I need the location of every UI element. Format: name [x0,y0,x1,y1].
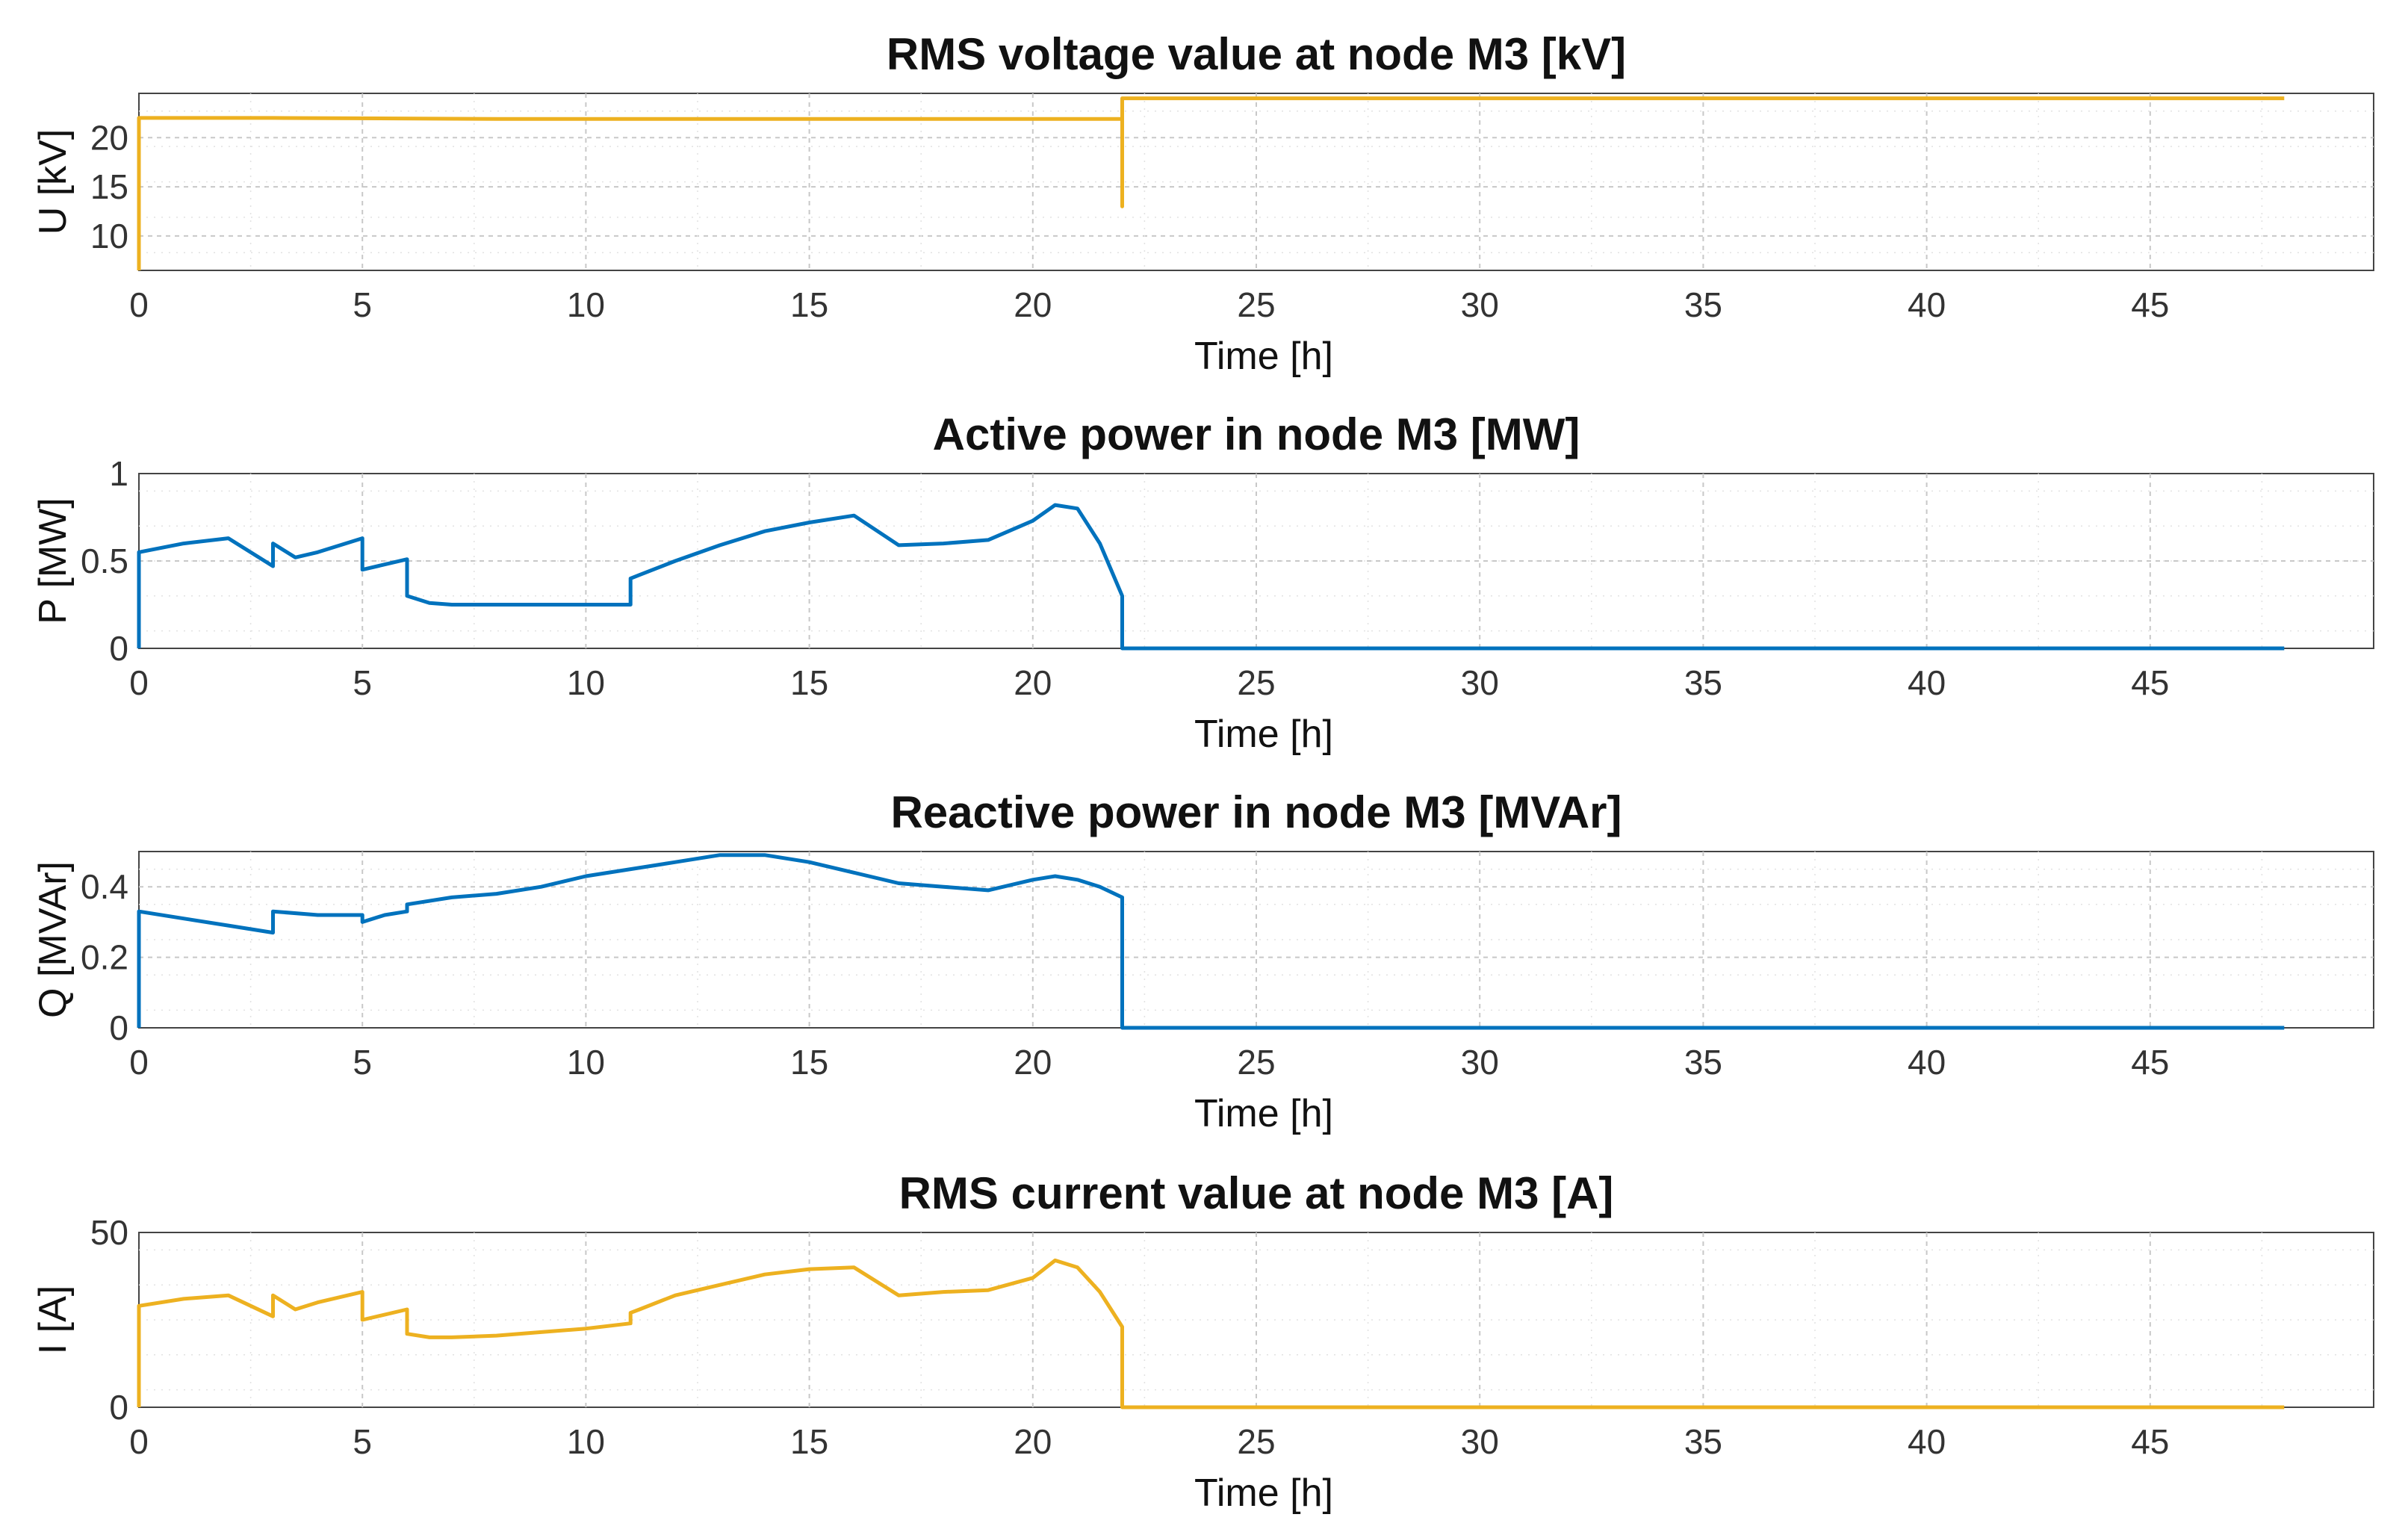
x-tick-label: 10 [567,1422,605,1461]
x-axis-label: Time [h] [1194,713,1333,756]
y-tick-label: 1 [109,454,128,493]
x-tick-label: 0 [129,663,149,702]
y-tick-label: 0.4 [81,867,128,906]
chart-title: RMS current value at node M3 [A] [899,1168,1614,1218]
x-tick-label: 35 [1684,1043,1722,1082]
x-tick-label: 5 [353,1422,372,1461]
x-tick-label: 30 [1461,1043,1499,1082]
chart-title: Reactive power in node M3 [MVAr] [890,787,1622,837]
x-tick-label: 45 [2131,663,2169,702]
x-tick-label: 30 [1461,663,1499,702]
x-tick-label: 35 [1684,285,1722,324]
y-tick-label: 0 [109,1388,128,1427]
y-tick-label: 0 [109,1008,128,1047]
x-tick-label: 20 [1014,1422,1052,1461]
x-tick-label: 10 [567,285,605,324]
x-tick-label: 0 [129,1422,149,1461]
x-tick-label: 45 [2131,1043,2169,1082]
x-tick-label: 15 [790,285,828,324]
x-tick-label: 0 [129,285,149,324]
x-tick-label: 25 [1237,663,1275,702]
x-tick-label: 40 [1908,285,1946,324]
panel-4: RMS current value at node M3 [A] 0 5 10 15 20… [31,1168,2374,1515]
x-tick-label: 45 [2131,285,2169,324]
x-tick-label: 40 [1908,1422,1946,1461]
y-tick-label: 0.2 [81,938,128,977]
plot-area [138,1232,2374,1408]
x-axis-label: Time [h] [1194,335,1333,378]
x-tick-label: 15 [790,663,828,702]
x-axis-label: Time [h] [1194,1471,1333,1515]
y-tick-label: 10 [90,217,128,255]
y-tick-label: 50 [90,1213,128,1252]
series-line-I [137,1258,2285,1409]
x-tick-label: 20 [1014,1043,1052,1082]
chart-title: Active power in node M3 [MW] [933,409,1580,459]
x-tick-label: 10 [567,663,605,702]
x-tick-label: 30 [1461,1422,1499,1461]
x-tick-label: 0 [129,1043,149,1082]
x-tick-label: 40 [1908,663,1946,702]
x-tick-label: 40 [1908,1043,1946,1082]
x-tick-label: 10 [567,1043,605,1082]
x-tick-label: 30 [1461,285,1499,324]
panel-1: RMS voltage value at node M3 [kV] 0 5 10 15 2… [31,29,2374,378]
x-tick-label: 20 [1014,663,1052,702]
x-tick-label: 25 [1237,1043,1275,1082]
y-tick-label: 0.5 [81,542,128,580]
x-tick-label: 45 [2131,1422,2169,1461]
x-axis-label: Time [h] [1194,1092,1333,1135]
y-tick-label: 0 [109,629,128,668]
y-axis-label: U [kV] [31,129,75,235]
x-tick-label: 15 [790,1043,828,1082]
panel-3: Reactive power in node M3 [MVAr] 0 5 10 15 20… [31,787,2374,1135]
x-tick-label: 35 [1684,663,1722,702]
y-tick-label: 15 [90,167,128,206]
y-axis-label: I [A] [31,1286,75,1354]
x-tick-label: 15 [790,1422,828,1461]
x-tick-label: 25 [1237,1422,1275,1461]
series-line-P [137,503,2285,651]
y-axis-label: P [MW] [31,497,75,624]
x-tick-label: 25 [1237,285,1275,324]
x-tick-label: 5 [353,285,372,324]
y-tick-label: 20 [90,118,128,157]
panel-2: Active power in node M3 [MW]0 5 10 15 20 25 30… [31,409,2374,756]
x-tick-label: 5 [353,1043,372,1082]
series-line-U [137,96,2285,270]
x-tick-label: 35 [1684,1422,1722,1461]
chart-title: RMS voltage value at node M3 [kV] [887,29,1626,79]
series-line-Q [137,853,2285,1030]
y-axis-label: Q [MVAr] [31,861,75,1018]
x-tick-label: 20 [1014,285,1052,324]
x-tick-label: 5 [353,663,372,702]
